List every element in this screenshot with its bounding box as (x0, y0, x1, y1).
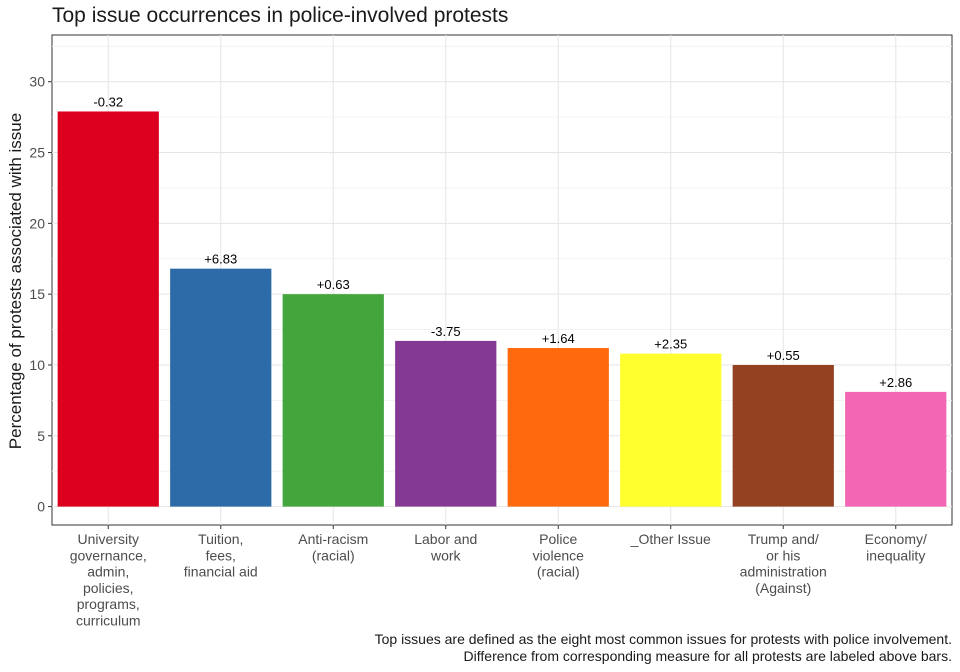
y-tick-label: 30 (29, 74, 45, 90)
bar-data-label: -3.75 (431, 324, 461, 339)
caption-line-2: Difference from corresponding measure fo… (463, 648, 952, 664)
x-tick-label: Police violence (racial) (533, 531, 585, 580)
bar-data-label: +0.55 (767, 348, 800, 363)
bar-chart: -0.32 +6.83 +0.63 -3.75 +1.64 +2.35 +0.55 +2.86… (6, 34, 953, 629)
bar-data-label: +0.63 (317, 277, 350, 292)
bar-data-label: -0.32 (93, 94, 123, 109)
bar (620, 353, 722, 507)
y-tick-label: 10 (29, 357, 45, 373)
bar (845, 391, 947, 507)
x-tick-label: Tuition, fees, financial aid (184, 531, 258, 580)
bar (282, 294, 384, 507)
x-tick-label: Economy/inequality (865, 531, 927, 563)
bar (57, 111, 159, 507)
bars (57, 111, 947, 507)
axes: 0 5 10 15 20 25 30 University governance, admin, p… (29, 74, 927, 629)
y-tick-label: 5 (37, 428, 45, 444)
x-tick-label: Trump and/or his administration (Against) (740, 531, 827, 596)
x-tick-label: Labor and work (414, 531, 477, 563)
bar (507, 347, 609, 507)
bar-data-label: +2.86 (879, 375, 912, 390)
bar-data-label: +6.83 (204, 252, 237, 267)
y-tick-label: 25 (29, 145, 45, 161)
y-axis-title: Percentage of protests associated with i… (6, 113, 25, 449)
y-tick-label: 20 (29, 215, 45, 231)
data-labels: -0.32 +6.83 +0.63 -3.75 +1.64 +2.35 +0.55 +2.86 (93, 94, 912, 389)
bar (395, 340, 497, 507)
y-tick-label: 15 (29, 286, 45, 302)
bar (170, 268, 272, 507)
chart-title: Top issue occurrences in police-involved… (52, 4, 509, 27)
caption-line-1: Top issues are defined as the eight most… (374, 631, 952, 647)
x-tick-label: Anti-racism (racial) (298, 531, 368, 563)
x-tick-label: University governance, admin, policies, prog… (70, 531, 147, 629)
bar (732, 364, 834, 507)
x-tick-label: _Other Issue (630, 531, 711, 547)
bar-data-label: +1.64 (542, 331, 575, 346)
y-tick-label: 0 (37, 499, 45, 515)
bar-data-label: +2.35 (654, 337, 687, 352)
